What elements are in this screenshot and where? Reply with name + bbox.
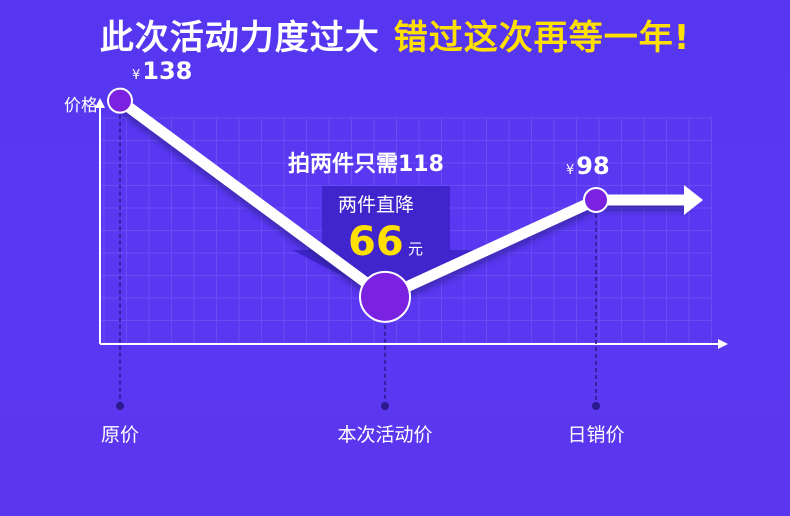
headline-highlight: 错过这次再等一年! bbox=[393, 18, 691, 58]
data-point bbox=[107, 87, 133, 114]
x-tick-label: 本次活动价 bbox=[337, 424, 433, 446]
y-axis-arrow-icon bbox=[95, 98, 105, 108]
x-tick-label: 日销价 bbox=[567, 424, 625, 446]
data-point bbox=[583, 186, 609, 213]
value-text: 98 bbox=[576, 151, 610, 180]
x-axis-arrow-icon bbox=[718, 339, 728, 349]
discount-amount: 66 bbox=[348, 219, 404, 265]
guide-dot bbox=[381, 402, 389, 410]
trend-arrow-icon bbox=[684, 184, 703, 215]
guide-dot bbox=[116, 402, 124, 410]
value-label-daily: ¥98 bbox=[566, 152, 610, 180]
series-layer bbox=[107, 87, 703, 323]
headline-main: 此次活动力度过大 bbox=[99, 18, 380, 58]
value-label-original: ¥138 bbox=[132, 57, 192, 85]
currency-symbol: ¥ bbox=[566, 162, 575, 178]
guide-dot bbox=[592, 402, 600, 410]
headline: 此次活动力度过大 错过这次再等一年! bbox=[0, 14, 790, 62]
value-text: 138 bbox=[142, 56, 193, 85]
promo-subtitle: 两件直降 bbox=[338, 194, 415, 216]
x-tick-label: 原价 bbox=[100, 424, 139, 446]
chart-axes bbox=[95, 98, 728, 349]
discount-unit: 元 bbox=[408, 240, 424, 258]
promo-title: 拍两件只需118 bbox=[288, 152, 444, 177]
chart-guides bbox=[116, 100, 600, 410]
y-axis-label: 价格 bbox=[64, 96, 98, 116]
series-line bbox=[116, 96, 690, 304]
data-point bbox=[359, 270, 411, 323]
currency-symbol: ¥ bbox=[132, 67, 141, 83]
